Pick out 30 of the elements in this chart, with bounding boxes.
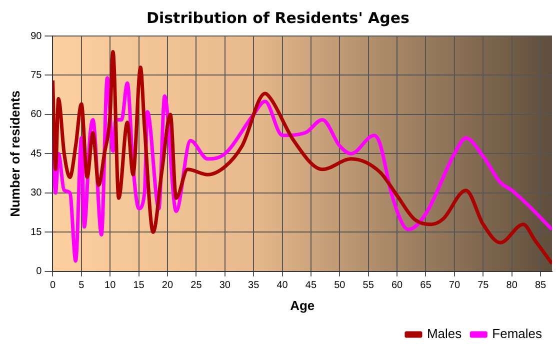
- y-axis-title: Number of residents: [7, 90, 22, 217]
- x-tick-label: 35: [248, 280, 260, 292]
- x-tick-label: 25: [190, 280, 202, 292]
- x-tick-label: 0: [50, 280, 56, 292]
- x-tick-label: 75: [478, 280, 490, 292]
- y-tick-label: 45: [30, 148, 42, 160]
- y-tick-label: 75: [30, 70, 42, 81]
- x-tick-label: 65: [420, 280, 432, 292]
- legend-label: Females: [492, 326, 542, 342]
- x-axis-title: Age: [290, 298, 315, 313]
- x-tick-label: 15: [133, 280, 145, 292]
- x-tick-label: 50: [334, 280, 346, 292]
- y-tick-label: 15: [30, 226, 42, 238]
- x-tick-label: 55: [362, 280, 374, 292]
- x-tick-label: 45: [305, 280, 317, 292]
- x-tick-label: 80: [506, 280, 518, 292]
- x-tick-label: 60: [391, 280, 404, 292]
- x-tick-label: 30: [219, 280, 231, 292]
- x-tick-label: 5: [78, 280, 85, 292]
- y-tick-label: 30: [30, 188, 42, 199]
- x-tick-label: 85: [534, 280, 547, 292]
- y-tick-label: 0: [36, 266, 42, 278]
- x-tick-label: 20: [162, 280, 174, 292]
- x-tick-label: 10: [104, 280, 116, 292]
- x-tick-label: 40: [276, 280, 288, 292]
- y-tick-label: 90: [30, 30, 42, 42]
- chart-title: Distribution of Residents' Ages: [146, 8, 410, 27]
- x-tick-label: 70: [448, 280, 460, 292]
- legend-label: Males: [426, 326, 462, 342]
- y-tick-label: 60: [30, 109, 42, 120]
